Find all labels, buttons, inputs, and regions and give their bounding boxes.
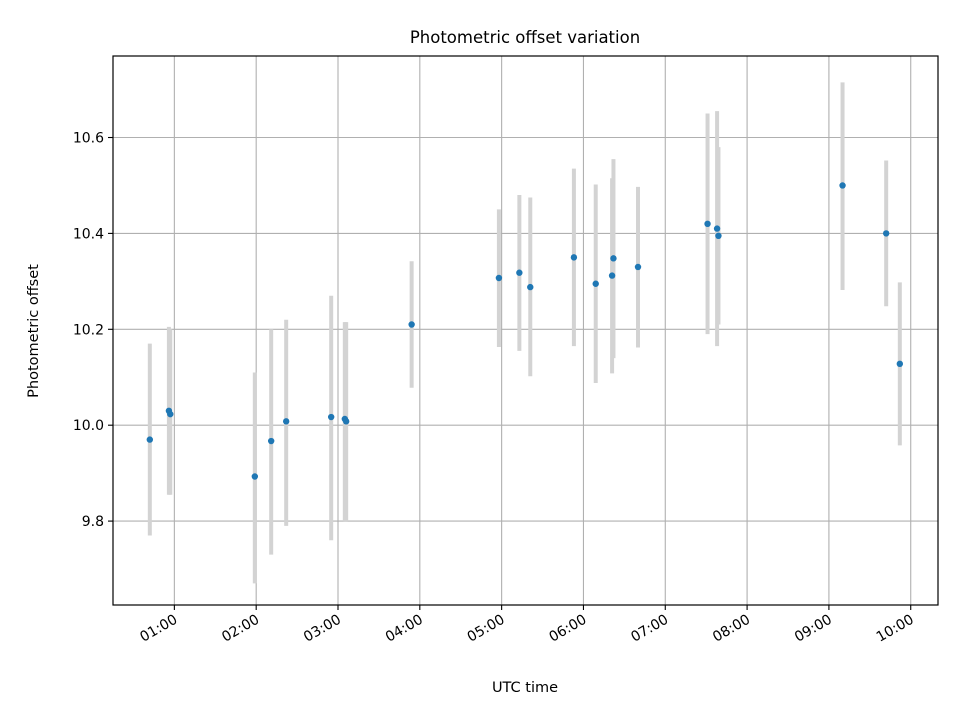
grid-lines xyxy=(113,56,938,605)
data-point xyxy=(882,230,890,237)
data-point xyxy=(610,255,617,262)
y-tick-label: 10.6 xyxy=(73,131,104,147)
data-point xyxy=(570,254,578,261)
y-tick-label: 10.4 xyxy=(73,226,104,242)
y-axis-ticks: 9.8 10.0 10.2 10.4 10.6 xyxy=(73,131,113,530)
data-point xyxy=(634,263,642,271)
data-point xyxy=(527,283,534,291)
data-point xyxy=(167,410,174,418)
data-point xyxy=(839,182,846,189)
data-point xyxy=(342,418,350,425)
data-point xyxy=(495,274,503,282)
plot-frame xyxy=(112,55,939,606)
data-point xyxy=(608,272,616,279)
x-axis-label: UTC time xyxy=(492,680,558,696)
y-axis-label: Photometric offset xyxy=(26,264,42,398)
data-points xyxy=(146,182,904,480)
data-point xyxy=(704,220,711,228)
data-point xyxy=(408,321,415,328)
data-point xyxy=(896,360,904,368)
data-point xyxy=(516,269,523,276)
y-tick-label: 9.8 xyxy=(82,514,104,530)
data-point xyxy=(327,413,335,421)
data-point xyxy=(715,232,722,240)
y-tick-label: 10.0 xyxy=(73,418,104,434)
data-point xyxy=(592,280,599,287)
data-point xyxy=(282,418,290,425)
data-point xyxy=(251,473,259,480)
data-point xyxy=(713,225,721,232)
data-point xyxy=(146,436,154,443)
chart-title: Photometric offset variation xyxy=(410,28,640,47)
y-tick-label: 10.2 xyxy=(73,322,104,338)
data-point xyxy=(267,437,275,445)
